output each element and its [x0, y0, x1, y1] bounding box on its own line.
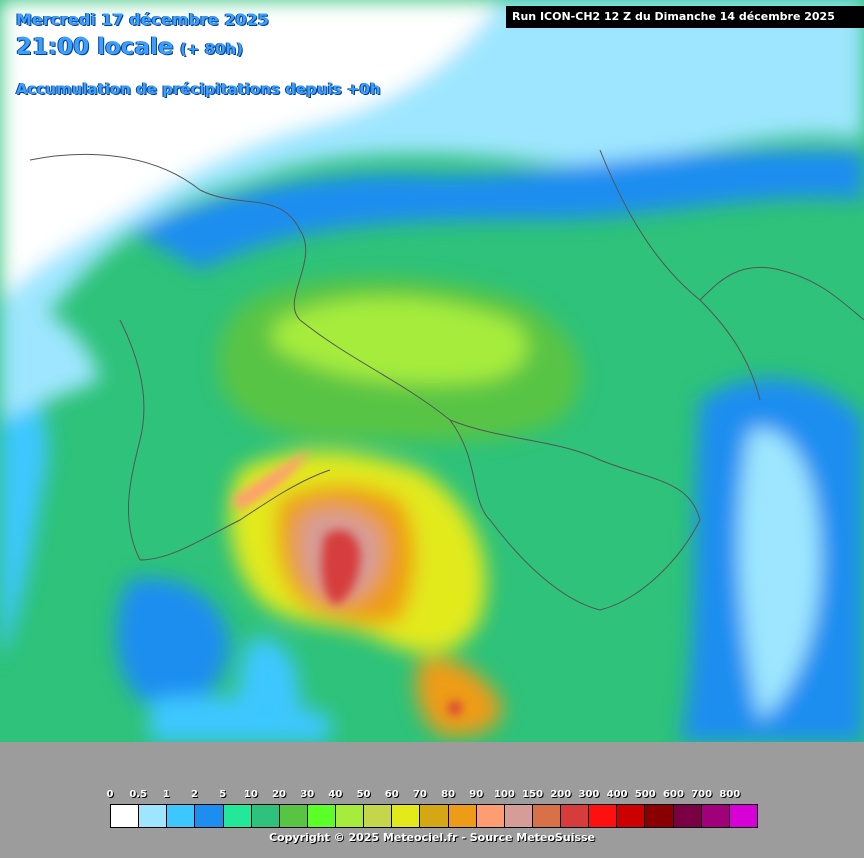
masked-area — [0, 742, 864, 858]
model-run-banner: Run ICON-CH2 12 Z du Dimanche 14 décembr… — [506, 6, 864, 28]
legend-swatch — [392, 805, 421, 827]
legend-swatch — [420, 805, 449, 827]
legend-tick-label: 300 — [578, 789, 600, 800]
forecast-offset: (+ 80h) — [180, 40, 244, 58]
legend-swatch — [617, 805, 646, 827]
legend-swatch — [111, 805, 140, 827]
legend-swatch — [279, 805, 308, 827]
legend-swatch — [139, 805, 168, 827]
legend-tick-labels: 0 0.5 1 2 5 10 20 30 40 50 60 70 80 90 100 150 200 300 400… — [107, 789, 758, 803]
legend-swatch — [251, 805, 280, 827]
legend-tick-label: 80 — [441, 789, 456, 800]
legend-tick-label: 60 — [384, 789, 399, 800]
legend-tick-label: 20 — [272, 789, 286, 800]
legend-tick-label: 2 — [191, 789, 198, 800]
legend-swatch — [336, 805, 365, 827]
legend-swatch — [195, 805, 224, 827]
legend-tick-label: 400 — [606, 789, 628, 800]
legend-swatch — [167, 805, 196, 827]
legend-swatch — [561, 805, 590, 827]
legend-swatch — [701, 805, 730, 827]
legend-swatch — [307, 805, 336, 827]
legend-tick-label: 50 — [356, 789, 371, 800]
legend-tick-label: 600 — [663, 789, 684, 800]
legend-tick-label: 500 — [634, 789, 656, 800]
legend-swatch — [448, 805, 477, 827]
forecast-time: 21:00 locale — [16, 34, 174, 60]
forecast-date: Mercredi 17 décembre 2025 — [16, 10, 269, 29]
legend-swatch — [364, 805, 393, 827]
legend-tick-label: 150 — [522, 789, 544, 800]
legend-tick-label: 800 — [719, 789, 741, 800]
legend-tick-label: 200 — [550, 789, 572, 800]
legend-tick-label: 5 — [219, 789, 227, 800]
legend-tick-label: 30 — [300, 789, 315, 800]
legend-swatch — [589, 805, 618, 827]
legend-tick-label: 90 — [469, 789, 484, 800]
legend-swatch — [729, 805, 757, 827]
legend-swatch — [645, 805, 674, 827]
legend-tick-label: 70 — [412, 789, 427, 800]
legend-color-scale — [110, 804, 758, 828]
legend-swatch — [504, 805, 533, 827]
legend-tick-label: 1 — [162, 789, 170, 800]
legend-tick-label: 40 — [328, 789, 343, 800]
legend-tick-label: 0.5 — [129, 789, 148, 800]
legend-swatch — [673, 805, 702, 827]
copyright-text: Copyright © 2025 Meteociel.fr - Source M… — [268, 831, 596, 844]
map-subtitle: Accumulation de précipitations depuis +0… — [16, 80, 381, 98]
legend-tick-label: 0 — [106, 789, 114, 800]
legend-tick-label: 700 — [691, 789, 713, 800]
legend-tick-label: 10 — [243, 789, 258, 800]
precipitation-map — [0, 0, 864, 742]
legend-swatch — [532, 805, 561, 827]
legend-swatch — [476, 805, 505, 827]
legend-tick-label: 100 — [493, 789, 515, 800]
legend-swatch — [223, 805, 252, 827]
